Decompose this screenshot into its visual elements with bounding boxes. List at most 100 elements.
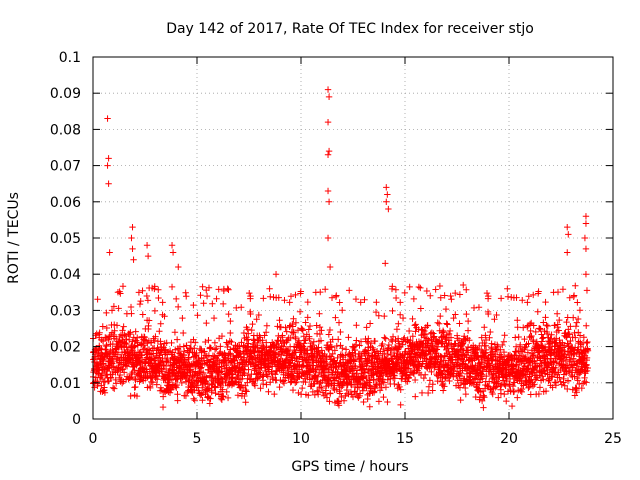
data-point (441, 292, 448, 299)
data-point (489, 357, 496, 365)
data-point (491, 316, 498, 323)
data-point (554, 321, 561, 328)
data-point (371, 337, 379, 345)
outlier-point (105, 180, 112, 187)
data-point (304, 359, 312, 366)
data-point (570, 314, 577, 321)
data-point (94, 296, 101, 303)
data-point (424, 322, 431, 329)
data-point (137, 341, 145, 348)
data-point (212, 390, 219, 397)
data-point (115, 305, 122, 312)
outlier-point (129, 245, 136, 253)
data-point (371, 384, 379, 392)
data-point (168, 339, 175, 347)
data-point (475, 304, 483, 311)
data-point (535, 288, 542, 295)
data-point (323, 359, 330, 367)
data-point (452, 289, 459, 297)
data-point (524, 299, 531, 306)
data-point (415, 283, 423, 291)
data-point (440, 328, 447, 336)
data-point (573, 319, 580, 326)
y-tick-label: 0.05 (50, 231, 81, 247)
data-point (305, 392, 312, 399)
data-point (226, 350, 234, 357)
data-point (238, 375, 246, 382)
data-point (316, 380, 323, 387)
data-point (342, 346, 350, 353)
data-point (357, 338, 365, 345)
data-point (171, 329, 179, 336)
data-point (517, 387, 524, 394)
data-point (158, 368, 166, 375)
data-point (382, 384, 390, 391)
data-point (167, 376, 175, 384)
data-point (397, 386, 404, 394)
y-tick-label: 0.01 (50, 376, 81, 392)
outlier-point (130, 256, 137, 263)
data-point (306, 335, 313, 342)
data-point (483, 289, 491, 297)
data-point (448, 296, 455, 303)
data-point (530, 322, 537, 329)
data-point (121, 331, 128, 338)
data-point (528, 332, 535, 340)
data-point (476, 342, 483, 350)
data-point (287, 293, 295, 300)
data-point (316, 330, 324, 338)
data-point (208, 368, 215, 375)
data-point (157, 320, 164, 327)
data-point (335, 336, 342, 343)
data-point (384, 350, 392, 358)
data-point (223, 339, 230, 346)
data-point (532, 328, 539, 336)
data-points (89, 86, 592, 411)
data-point (411, 376, 419, 384)
data-point (380, 345, 387, 353)
data-point (397, 299, 404, 306)
data-point (101, 389, 109, 396)
data-point (213, 295, 220, 302)
data-point (267, 379, 274, 386)
data-point (295, 389, 302, 397)
data-point (340, 397, 348, 404)
data-point (534, 347, 542, 354)
data-point (190, 395, 197, 402)
data-point (521, 344, 528, 352)
data-point (552, 339, 559, 346)
data-point (366, 403, 373, 411)
data-point (389, 283, 396, 290)
data-point (482, 336, 490, 344)
data-point (461, 336, 469, 343)
data-point (438, 353, 445, 361)
data-point (242, 399, 249, 406)
data-point (302, 319, 309, 326)
data-point (447, 334, 455, 341)
y-axis-title: ROTI / TECUs (6, 192, 22, 284)
data-point (352, 341, 360, 348)
data-point (429, 387, 436, 394)
data-point (584, 364, 591, 372)
data-point (180, 348, 188, 355)
data-point (472, 375, 479, 382)
data-point (173, 381, 181, 389)
data-point (501, 390, 508, 398)
data-point (459, 340, 466, 348)
data-point (499, 341, 506, 349)
data-point (544, 322, 551, 330)
data-point (583, 287, 591, 294)
data-point (434, 319, 441, 326)
data-point (262, 329, 270, 336)
data-point (397, 401, 404, 409)
data-point (542, 298, 549, 306)
data-point (241, 370, 248, 377)
data-point (535, 390, 543, 398)
data-point (240, 329, 248, 337)
data-point (289, 386, 297, 394)
data-point (421, 327, 428, 335)
outlier-point (460, 281, 467, 289)
data-point (91, 384, 98, 391)
data-point (311, 391, 319, 399)
